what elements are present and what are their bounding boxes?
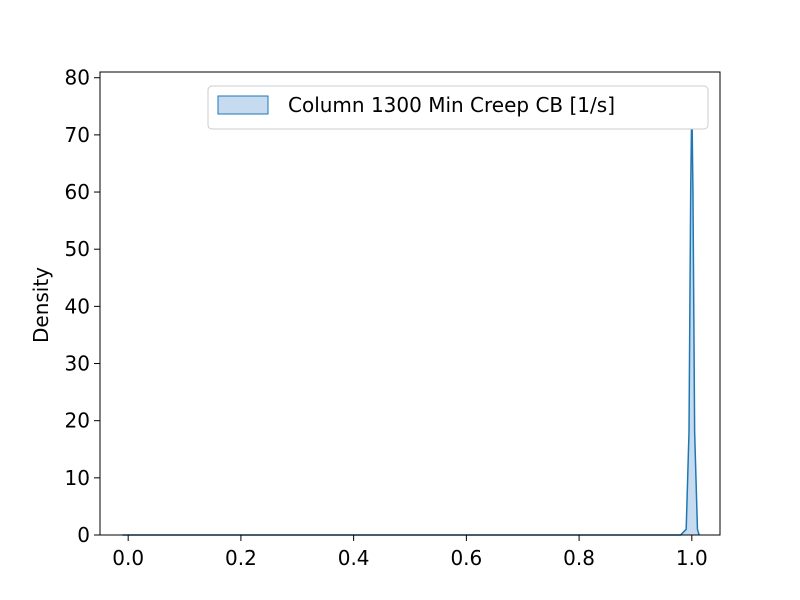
- density-area-layer: [122, 100, 700, 536]
- x-tick-label: 0.4: [338, 546, 370, 570]
- legend-swatch: [217, 95, 269, 115]
- x-tick-label: 0.8: [563, 546, 595, 570]
- plot-frame: [99, 71, 721, 536]
- y-tick-label: 20: [65, 409, 90, 433]
- y-axis-label: Density: [29, 267, 53, 343]
- legend-label: Column 1300 Min Creep CB [1/s]: [288, 93, 615, 117]
- x-tick-label: 0.6: [450, 546, 482, 570]
- x-axis: 0.0 0.2 0.4 0.6 0.8 1.0: [112, 535, 708, 570]
- density-area-fill: [122, 100, 700, 535]
- y-tick-label: 50: [65, 237, 90, 261]
- y-tick-label: 60: [65, 180, 90, 204]
- y-axis: 0 10 20 30 40 50 60 70 80: [65, 66, 100, 547]
- y-tick-label: 30: [65, 352, 90, 376]
- legend-frame: [207, 85, 709, 130]
- legend: Column 1300 Min Creep CB [1/s]: [207, 85, 709, 130]
- x-tick-label: 1.0: [676, 546, 708, 570]
- y-tick-label: 0: [77, 523, 90, 547]
- density-series-line: [122, 100, 700, 536]
- y-tick-label: 40: [65, 294, 90, 318]
- x-tick-label: 0.2: [225, 546, 257, 570]
- y-tick-label: 10: [65, 466, 90, 490]
- y-tick-label: 80: [65, 66, 90, 90]
- y-tick-label: 70: [65, 123, 90, 147]
- x-tick-label: 0.0: [112, 546, 144, 570]
